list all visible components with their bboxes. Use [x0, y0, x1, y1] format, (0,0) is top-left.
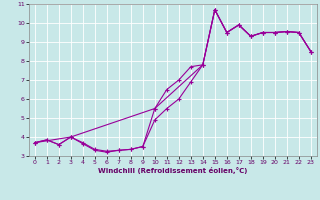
X-axis label: Windchill (Refroidissement éolien,°C): Windchill (Refroidissement éolien,°C): [98, 167, 247, 174]
